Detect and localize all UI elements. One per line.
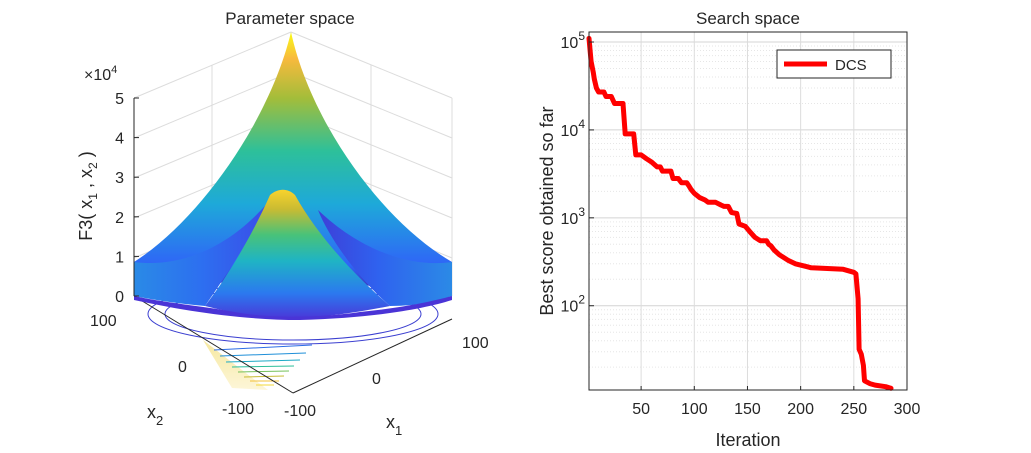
- z-axis: 0 1 2 3 4 5 ×104 F3( x1 , x2 ): [76, 64, 139, 306]
- z-tick-label: 0: [115, 289, 124, 306]
- y-axis: 100 0 -100 x2: [90, 313, 254, 428]
- x-tick-label: 200: [787, 401, 814, 418]
- x-axis: -100 0 100 x1: [284, 335, 489, 438]
- z-scale-label: ×104: [84, 64, 117, 84]
- x-axis-label: x1: [386, 412, 402, 438]
- y-tick-label: 100: [90, 313, 117, 330]
- surface-mesh: [134, 32, 452, 320]
- surface-right-wing: [318, 210, 452, 306]
- x-axis-label: Iteration: [715, 430, 780, 450]
- y-axis-label: Best score obtained so far: [537, 106, 557, 315]
- z-tick-label: 3: [115, 170, 124, 187]
- floor-box-edges: [133, 295, 453, 394]
- plot-frame: [588, 31, 908, 391]
- x-tick-label: 300: [894, 401, 921, 418]
- series-line-dcs: [586, 35, 894, 391]
- z-tick-label: 1: [115, 249, 124, 266]
- y-tick-label: 103: [561, 205, 586, 228]
- surface-bottom-rim: [134, 296, 452, 320]
- surface-title: Parameter space: [225, 9, 354, 28]
- surface-front-face: [205, 189, 390, 319]
- y-tick-label: -100: [222, 401, 254, 418]
- convergence-plot: Search space 50 100 150 200 250 300 102 103 104…: [537, 9, 920, 450]
- z-axis-label: F3( x1 , x2 ): [76, 151, 100, 240]
- y-ticks: 102 103 104 105: [561, 29, 594, 316]
- z-tick-label: 5: [115, 91, 124, 108]
- x-tick-label: 50: [632, 401, 650, 418]
- y-tick-label: 104: [561, 117, 586, 140]
- x-tick-label: 250: [840, 401, 867, 418]
- x-tick-label: 100: [462, 335, 489, 352]
- z-tick-label: 2: [115, 210, 124, 227]
- y-tick-label: 105: [561, 29, 586, 52]
- x-tick-label: 150: [734, 401, 761, 418]
- z-ticks: 0 1 2 3 4 5: [115, 91, 139, 306]
- z-tick-label: 4: [115, 131, 124, 148]
- contour-corner-lines: [213, 344, 313, 386]
- surface-back-face: [134, 32, 452, 297]
- x-tick-label: 100: [681, 401, 708, 418]
- legend-label: DCS: [835, 57, 867, 74]
- x-ticks: 50 100 150 200 250 300: [632, 386, 920, 418]
- surface-left-wing: [134, 200, 270, 306]
- x-tick-label: 0: [372, 371, 381, 388]
- y-tick-label: 102: [561, 293, 586, 316]
- y-axis-label: x2: [147, 402, 163, 428]
- contour-corner-fill: [203, 340, 268, 390]
- series-layer: [586, 35, 894, 391]
- legend: DCS: [776, 49, 892, 79]
- surface-plot: Parameter space: [76, 9, 489, 438]
- y-tick-label: 0: [178, 359, 187, 376]
- convergence-title: Search space: [696, 9, 800, 28]
- x-tick-label: -100: [284, 403, 316, 420]
